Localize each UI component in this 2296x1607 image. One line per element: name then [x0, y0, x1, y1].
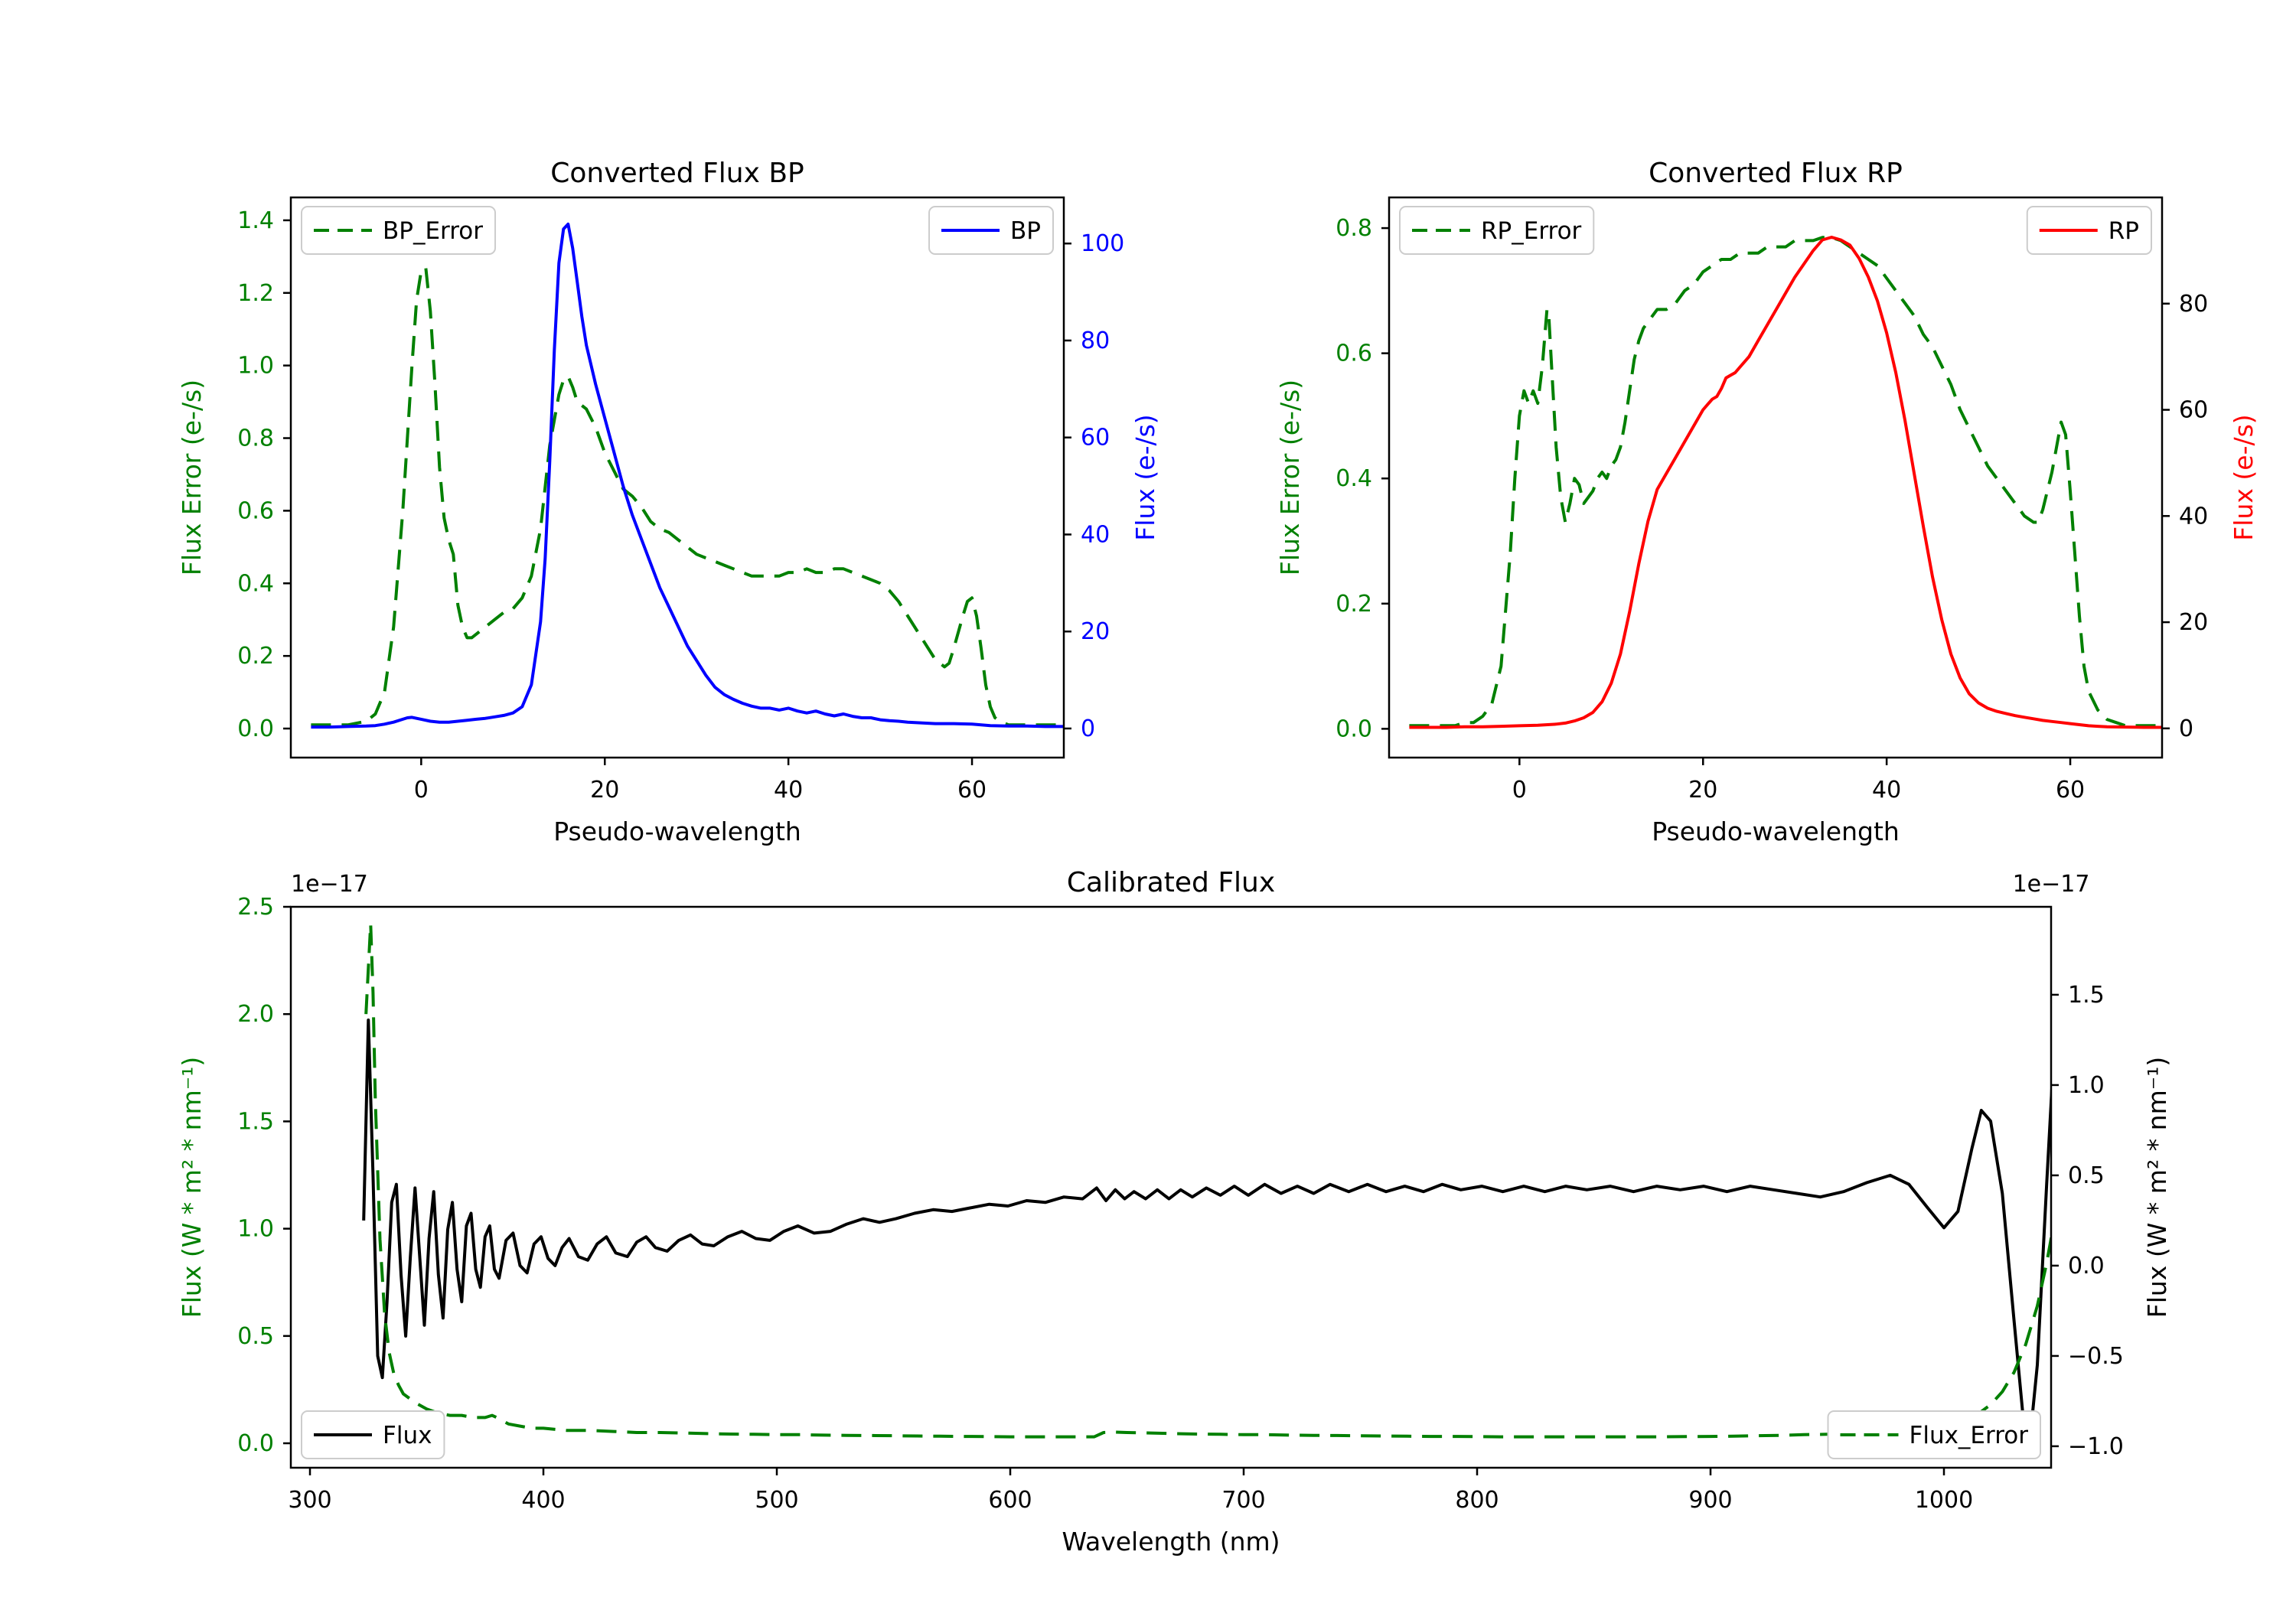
x-axis-label: Wavelength (nm) — [1062, 1527, 1280, 1556]
left-axis-offset-text: 1e−17 — [291, 871, 368, 898]
x-tick-label: 60 — [2056, 777, 2085, 804]
left-y-tick-label: 1.4 — [237, 207, 274, 234]
right-y-tick-label: 1.0 — [2068, 1072, 2105, 1099]
x-tick-label: 400 — [521, 1487, 565, 1514]
legend-Flux: Flux — [301, 1410, 445, 1459]
right-y-tick-label: 20 — [1081, 618, 1110, 645]
left-y-tick-label: 2.0 — [237, 1001, 274, 1028]
legend-box — [1399, 206, 1595, 255]
right-axis-label: Flux (e-/s) — [1130, 414, 1160, 540]
series-Flux — [362, 1019, 2051, 1437]
x-tick-label: 300 — [288, 1487, 331, 1514]
legend-RP_Error: RP_Error — [1399, 206, 1595, 255]
right-y-tick-label: 0 — [1081, 715, 1095, 742]
series-BP_Error — [311, 266, 1064, 727]
left-y-tick-label: 0.6 — [237, 497, 274, 524]
right-y-tick-label: −0.5 — [2068, 1343, 2124, 1370]
series-RP_Error — [1409, 236, 2162, 728]
legend-label: RP — [2108, 217, 2139, 245]
right-y-tick-label: 80 — [2179, 291, 2208, 318]
left-y-tick-label: 0.8 — [237, 425, 274, 452]
left-axis-label: Flux Error (e-/s) — [177, 380, 207, 575]
right-axis-offset-text: 1e−17 — [2013, 871, 2090, 898]
right-y-tick-label: 40 — [1081, 521, 1110, 548]
left-y-tick-label: 0.5 — [237, 1323, 274, 1350]
left-axis-label: Flux (W * m² * nm⁻¹) — [177, 1057, 207, 1319]
x-tick-label: 0 — [414, 777, 429, 804]
left-y-tick-label: 0.8 — [1336, 215, 1372, 242]
legend-BP: BP — [928, 206, 1054, 255]
x-tick-label: 600 — [988, 1487, 1032, 1514]
left-y-tick-label: 0.2 — [237, 643, 274, 670]
x-tick-label: 20 — [1688, 777, 1717, 804]
x-tick-label: 900 — [1688, 1487, 1732, 1514]
series-BP — [311, 222, 1064, 729]
x-tick-label: 40 — [1872, 777, 1901, 804]
x-axis-label: Pseudo-wavelength — [1652, 817, 1900, 846]
legend-box — [301, 1410, 445, 1459]
series-RP — [1409, 236, 2162, 729]
legend-label: RP_Error — [1481, 217, 1582, 245]
right-y-tick-label: 0.0 — [2068, 1253, 2105, 1279]
left-y-tick-label: 0.0 — [237, 1430, 274, 1457]
chart-title: Calibrated Flux — [1067, 867, 1275, 898]
chart-title: Converted Flux RP — [1649, 158, 1903, 189]
left-axis-label: Flux Error (e-/s) — [1275, 380, 1305, 575]
left-y-tick-label: 0.0 — [1336, 715, 1372, 742]
left-y-tick-label: 1.0 — [237, 1216, 274, 1243]
legend-box — [301, 206, 497, 255]
legend-Flux_Error: Flux_Error — [1827, 1410, 2041, 1459]
chart-converted-flux-rp: 0 20 40 60 0.0 0.2 0.4 0.6 0.8 Flux Error (e-/s) 0… — [1275, 158, 2258, 846]
right-y-tick-label: 0 — [2179, 715, 2193, 742]
x-tick-label: 700 — [1221, 1487, 1265, 1514]
x-tick-label: 500 — [755, 1487, 798, 1514]
x-tick-label: 1000 — [1915, 1487, 1973, 1514]
right-y-tick-label: 40 — [2179, 503, 2208, 530]
right-y-tick-label: 20 — [2179, 609, 2208, 636]
series-Flux_Error — [364, 922, 2051, 1439]
legend-BP_Error: BP_Error — [301, 206, 497, 255]
left-y-tick-label: 1.5 — [237, 1108, 274, 1135]
legend-RP: RP — [2026, 206, 2152, 255]
left-y-tick-label: 0.4 — [1336, 465, 1372, 492]
legend-label: BP_Error — [383, 217, 483, 245]
left-y-tick-label: 0.4 — [237, 570, 274, 597]
right-y-tick-label: 1.5 — [2068, 982, 2105, 1009]
legend-label: Flux_Error — [1910, 1422, 2029, 1449]
chart-calibrated-flux: 300 400 500 600 700 800 900 1000 0.0 0.5 1.0 1.5 2.0… — [177, 867, 2172, 1556]
right-y-tick-label: 0.5 — [2068, 1162, 2105, 1189]
right-y-tick-label: 60 — [2179, 397, 2208, 424]
left-y-tick-label: 1.0 — [237, 353, 274, 380]
x-tick-label: 20 — [590, 777, 619, 804]
axes-frame — [289, 905, 2053, 1469]
right-y-tick-label: 60 — [1081, 425, 1110, 451]
x-tick-label: 0 — [1512, 777, 1527, 804]
right-y-tick-label: −1.0 — [2068, 1433, 2124, 1460]
chart-converted-flux-bp: 0 20 40 60 0.0 0.2 0.4 0.6 0.8 1.0 1.2 1.4 Flux Erro… — [177, 158, 1160, 846]
x-tick-label: 800 — [1455, 1487, 1499, 1514]
right-y-tick-label: 100 — [1081, 230, 1124, 257]
left-y-tick-label: 0.2 — [1336, 591, 1372, 618]
right-axis-label: Flux (W * m² * nm⁻¹) — [2142, 1057, 2172, 1319]
left-y-tick-label: 0.6 — [1336, 341, 1372, 367]
chart-title: Converted Flux BP — [550, 158, 804, 189]
x-tick-label: 60 — [957, 777, 987, 804]
left-y-tick-label: 1.2 — [237, 280, 274, 307]
axes-frame — [1388, 196, 2164, 759]
axes-frame — [289, 196, 1065, 759]
left-y-tick-label: 0.0 — [237, 715, 274, 742]
right-y-tick-label: 80 — [1081, 328, 1110, 354]
legend-box — [1827, 1410, 2041, 1459]
right-axis-label: Flux (e-/s) — [2229, 414, 2258, 540]
legend-label: Flux — [383, 1422, 432, 1449]
x-tick-label: 40 — [774, 777, 803, 804]
x-axis-label: Pseudo-wavelength — [553, 817, 801, 846]
legend-label: BP — [1010, 217, 1041, 245]
left-y-tick-label: 2.5 — [237, 894, 274, 921]
